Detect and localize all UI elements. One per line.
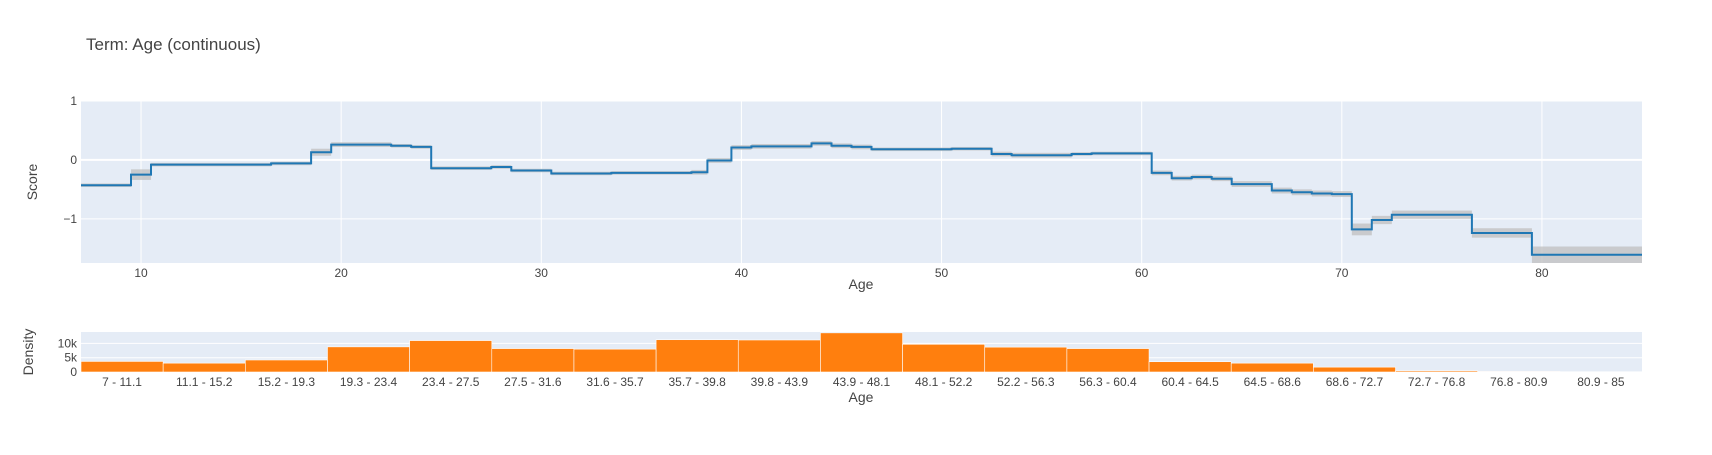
density-x-tick-label: 80.9 - 85 [1577, 375, 1625, 389]
density-y-tick-label: 0 [70, 365, 77, 379]
density-x-tick-label: 64.5 - 68.6 [1244, 375, 1302, 389]
density-bar [1067, 349, 1149, 372]
density-x-tick-label: 48.1 - 52.2 [915, 375, 973, 389]
density-x-tick-label: 76.8 - 80.9 [1490, 375, 1548, 389]
chart-title: Term: Age (continuous) [86, 35, 261, 54]
density-x-tick-label: 7 - 11.1 [102, 375, 142, 389]
density-x-tick-label: 39.8 - 43.9 [751, 375, 809, 389]
density-x-tick-label: 52.2 - 56.3 [997, 375, 1055, 389]
density-y-tick-label: 10k [58, 336, 78, 350]
density-bar [1478, 371, 1560, 372]
density-bar [820, 333, 902, 372]
score-x-tick-label: 40 [735, 266, 749, 280]
density-y-axis-label: Density [20, 329, 36, 376]
score-y-tick-label: 1 [70, 94, 77, 108]
density-y-tick-label: 5k [64, 351, 78, 365]
score-x-tick-label: 80 [1535, 266, 1549, 280]
density-bar [656, 340, 738, 372]
score-x-tick-label: 20 [334, 266, 348, 280]
density-x-axis-label: Age [849, 389, 874, 405]
score-y-tick-labels: 1 0 −1 [63, 94, 77, 226]
density-bar [1231, 363, 1313, 372]
density-x-tick-label: 43.9 - 48.1 [833, 375, 891, 389]
density-bar [327, 347, 409, 372]
score-y-tick-label: −1 [63, 212, 77, 226]
density-x-tick-label: 35.7 - 39.8 [668, 375, 726, 389]
density-bar [985, 347, 1067, 372]
score-x-tick-labels: 10 20 30 40 50 60 70 80 [134, 266, 1549, 280]
density-x-tick-label: 72.7 - 76.8 [1408, 375, 1466, 389]
density-bar [245, 360, 327, 372]
density-bar [1149, 362, 1231, 372]
score-x-tick-label: 50 [935, 266, 949, 280]
density-x-tick-label: 15.2 - 19.3 [258, 375, 316, 389]
score-x-axis-label: Age [849, 276, 874, 292]
density-bar [163, 363, 245, 372]
density-x-tick-labels: 7 - 11.1 11.1 - 15.2 15.2 - 19.3 19.3 - 23.… [102, 375, 1625, 389]
density-bar [738, 340, 820, 372]
density-bar [1313, 367, 1395, 372]
density-bar [81, 361, 163, 372]
density-x-tick-label: 56.3 - 60.4 [1079, 375, 1137, 389]
density-x-tick-label: 23.4 - 27.5 [422, 375, 480, 389]
score-plot-background [81, 101, 1642, 263]
density-bar [492, 349, 574, 372]
score-x-tick-label: 60 [1135, 266, 1149, 280]
density-panel: 7 - 11.1 11.1 - 15.2 15.2 - 19.3 19.3 - 23.… [20, 329, 1642, 405]
density-bar [574, 349, 656, 372]
score-x-tick-label: 30 [535, 266, 549, 280]
density-bar [903, 344, 985, 372]
score-x-tick-label: 10 [134, 266, 148, 280]
score-y-tick-label: 0 [70, 153, 77, 167]
score-x-tick-label: 70 [1335, 266, 1349, 280]
score-y-axis-label: Score [24, 164, 40, 201]
density-x-tick-label: 68.6 - 72.7 [1326, 375, 1384, 389]
density-bar [1396, 371, 1478, 372]
density-x-tick-label: 19.3 - 23.4 [340, 375, 398, 389]
density-x-tick-label: 60.4 - 64.5 [1161, 375, 1219, 389]
density-x-tick-label: 27.5 - 31.6 [504, 375, 562, 389]
density-bar [410, 341, 492, 372]
density-x-tick-label: 11.1 - 15.2 [176, 375, 233, 389]
density-x-tick-label: 31.6 - 35.7 [586, 375, 644, 389]
